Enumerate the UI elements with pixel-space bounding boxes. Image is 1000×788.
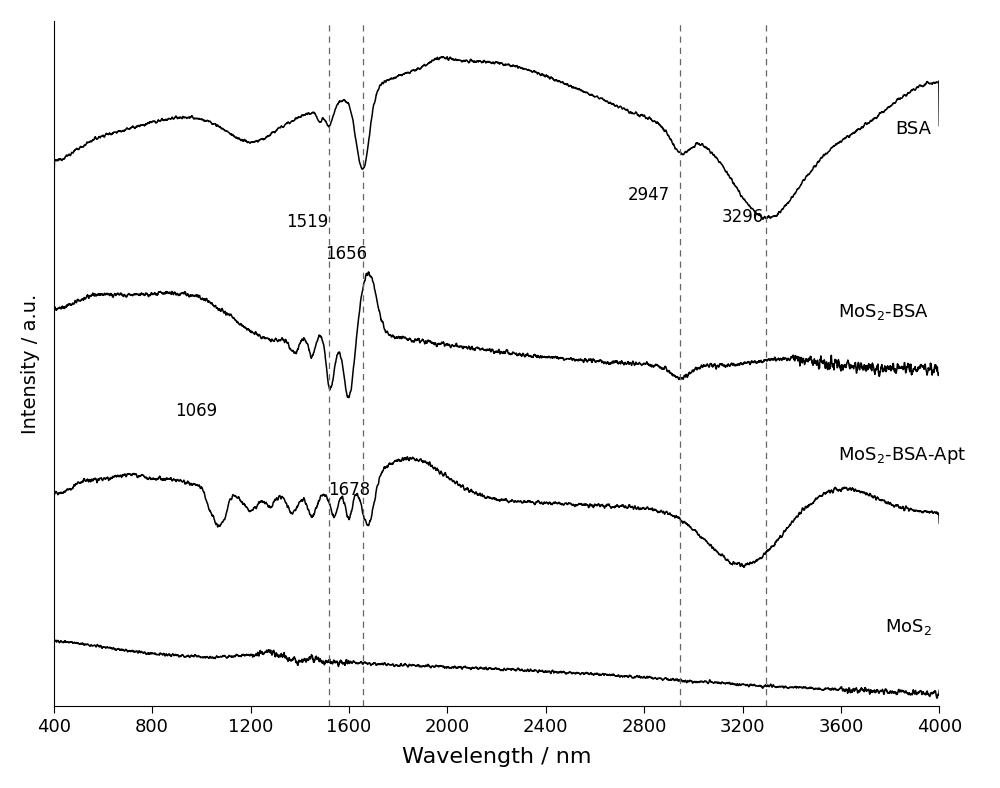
Text: 1678: 1678	[328, 481, 370, 499]
Text: 3296: 3296	[721, 209, 764, 226]
Text: 1656: 1656	[325, 245, 368, 263]
Text: BSA: BSA	[895, 120, 931, 138]
Text: MoS$_2$: MoS$_2$	[885, 617, 932, 637]
Text: 2947: 2947	[628, 187, 670, 204]
Text: MoS$_2$-BSA: MoS$_2$-BSA	[838, 302, 930, 322]
X-axis label: Wavelength / nm: Wavelength / nm	[402, 747, 591, 768]
Y-axis label: Intensity / a.u.: Intensity / a.u.	[21, 293, 40, 433]
Text: MoS$_2$-BSA-Apt: MoS$_2$-BSA-Apt	[838, 445, 967, 466]
Text: 1069: 1069	[175, 402, 217, 420]
Text: 1519: 1519	[286, 214, 328, 232]
